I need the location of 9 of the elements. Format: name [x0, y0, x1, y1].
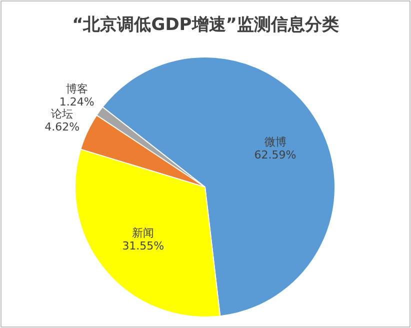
data-label: 62.59% [254, 148, 296, 162]
chart-title: “北京调低GDP增速”监测信息分类 [72, 15, 339, 35]
slice-label: 微博 [264, 136, 286, 149]
slice-label: 博客 [66, 82, 88, 96]
slice-label: 新闻 [132, 226, 154, 240]
data-label: 31.55% [122, 240, 164, 253]
slice-label: 论坛 [51, 108, 74, 121]
data-label: 4.62% [44, 120, 80, 134]
data-label: 1.24% [59, 96, 94, 109]
